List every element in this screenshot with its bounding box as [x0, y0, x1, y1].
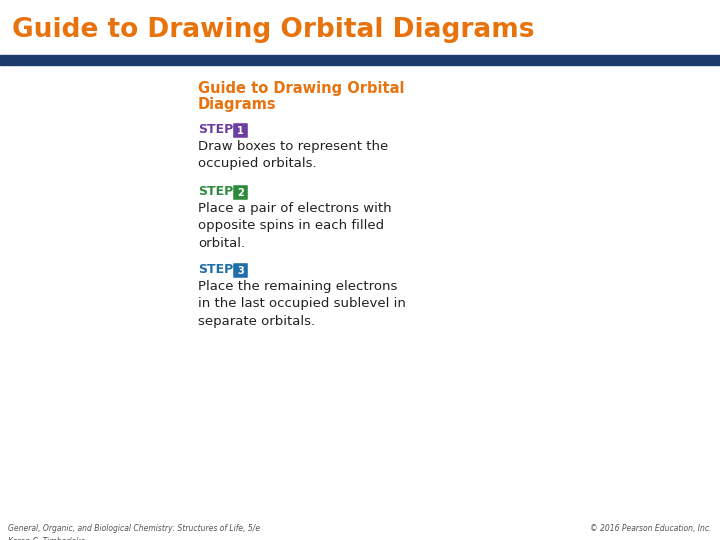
- Text: © 2016 Pearson Education, Inc.: © 2016 Pearson Education, Inc.: [590, 524, 712, 533]
- Text: Diagrams: Diagrams: [198, 97, 276, 112]
- Text: 2: 2: [237, 187, 244, 198]
- FancyBboxPatch shape: [233, 263, 248, 278]
- FancyBboxPatch shape: [233, 123, 248, 138]
- Text: General, Organic, and Biological Chemistry: Structures of Life, 5/e
Karen C. Tim: General, Organic, and Biological Chemist…: [8, 524, 260, 540]
- Text: Guide to Drawing Orbital: Guide to Drawing Orbital: [198, 81, 405, 96]
- Text: Guide to Drawing Orbital Diagrams: Guide to Drawing Orbital Diagrams: [12, 17, 534, 43]
- Text: 1: 1: [237, 125, 244, 136]
- Text: STEP: STEP: [198, 263, 233, 276]
- Bar: [0, 0, 720, 55]
- Text: Place the remaining electrons
in the last occupied sublevel in
separate orbitals: Place the remaining electrons in the las…: [198, 280, 406, 328]
- FancyBboxPatch shape: [233, 185, 248, 200]
- Text: Place a pair of electrons with
opposite spins in each filled
orbital.: Place a pair of electrons with opposite …: [198, 202, 392, 250]
- Bar: [0, 55, 720, 65]
- Text: Draw boxes to represent the
occupied orbitals.: Draw boxes to represent the occupied orb…: [198, 140, 388, 171]
- Text: STEP: STEP: [198, 123, 233, 136]
- Text: 3: 3: [237, 266, 244, 275]
- Text: STEP: STEP: [198, 185, 233, 198]
